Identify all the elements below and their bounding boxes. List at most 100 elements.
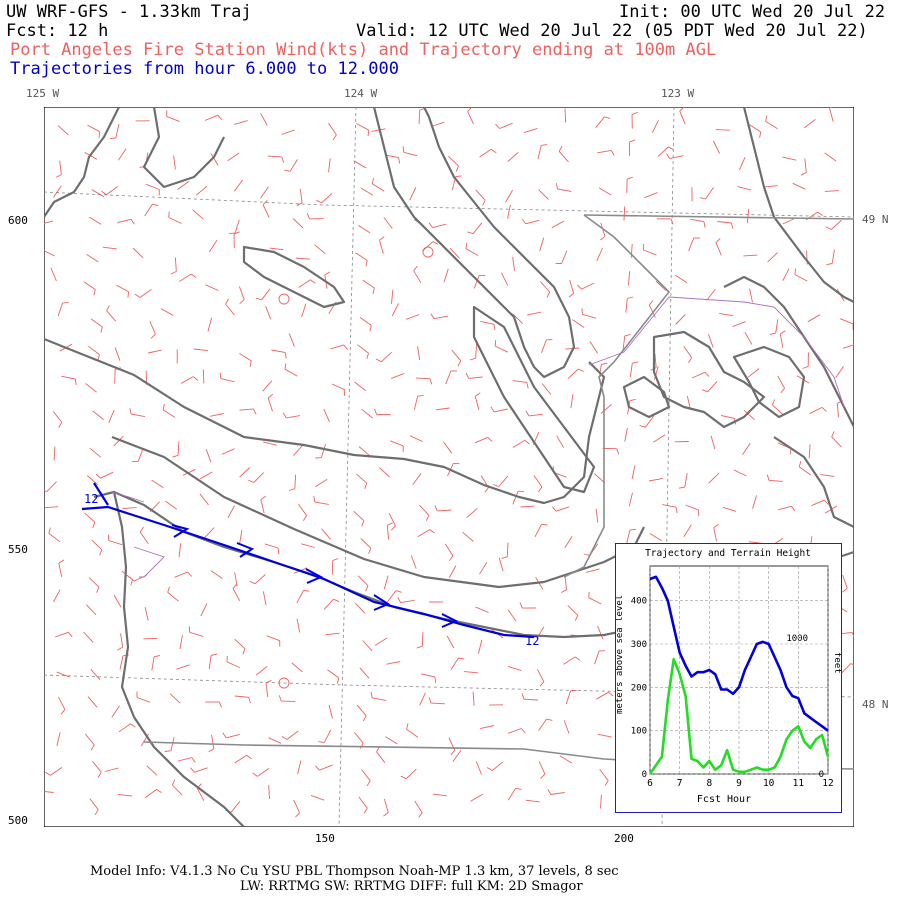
wind-barb [713,527,718,542]
trajectory-start-label: 12 [84,492,99,506]
wind-barb [444,543,454,556]
wind-barb [144,204,153,217]
wind-barb-flag [306,213,311,220]
wind-barb [675,314,686,325]
wind-barb-flag [484,487,489,493]
inset-xlabel: Fcst Hour [697,794,751,805]
wind-barb [775,319,779,334]
wind-barb [596,691,609,700]
wind-barb [472,691,475,706]
wind-barb-flag [668,146,674,151]
wind-barb [409,187,417,201]
wind-barb [708,334,714,348]
wind-barb [358,225,371,234]
wind-barb [111,705,120,718]
wind-barb [595,116,605,128]
wind-barb [679,110,686,125]
trajectory-arrows [171,524,459,628]
wind-barb [361,769,371,781]
wind-barb [167,592,179,602]
wind-barb-flag [60,709,66,715]
wind-barb [720,414,735,419]
wind-barb [106,186,119,195]
wind-barb-flag [578,368,584,373]
wind-barb [707,381,718,393]
wind-barb [743,254,758,257]
wind-barb [537,145,542,160]
wind-barb [90,318,103,328]
wind-barb-flag [190,273,197,278]
wind-barb [779,333,784,348]
wind-barb [405,314,420,320]
wind-barb [561,250,568,264]
wind-barb [628,271,631,286]
wind-barb-flag [95,473,101,479]
wind-barb [559,755,573,764]
wind-barb-flag [432,241,439,245]
wind-barb-flag [284,363,287,370]
wind-barb [86,253,99,263]
wind-barb [44,250,55,257]
wind-barb-flag [101,190,107,195]
wind-barb [262,591,267,606]
wind-barb-flag [546,718,553,721]
wind-barb-flag [284,352,287,359]
wind-barb [684,473,688,488]
wind-barb [589,341,598,354]
wind-barb-flag [97,354,100,361]
wind-barb [266,635,280,642]
wind-barb [193,348,208,352]
wind-barb [498,475,509,487]
wind-barb-flag [780,330,786,335]
wind-barb [56,671,70,678]
wind-barb [506,542,509,557]
wind-barb [315,478,328,488]
wind-barb-flag [851,632,854,637]
wind-barb-flag [44,489,47,493]
wind-barb-flag [242,648,246,655]
wind-barb [599,769,609,781]
wind-barb [600,794,602,809]
wind-barb [747,368,760,378]
wind-barb [207,317,213,332]
inset-ylabel-left: meters above sea level [616,595,625,714]
wind-barb-flag [418,812,423,818]
wind-barb-flag [45,771,51,776]
wind-barb-flag [825,226,832,230]
inset-chart: Trajectory and Terrain Height meters abo… [615,548,842,805]
wind-barb [450,657,459,671]
wind-barb [260,186,269,199]
wind-barb [208,239,218,253]
wind-barb [257,768,270,777]
wind-barb-flag [791,506,796,512]
wind-barb-flag [172,454,179,458]
wind-barb [225,303,235,316]
wind-barb [473,275,480,289]
wind-barb-flag [551,506,557,512]
wind-barb-flag [546,291,551,298]
inset-feet-tick-0: 0 [819,770,824,780]
wind-barb [234,120,248,125]
wind-barb [400,599,415,604]
wind-barb [748,124,761,133]
wind-barb [811,499,825,507]
wind-barb [410,555,417,569]
wind-barb-flag [521,693,525,700]
wind-barb-flag [233,231,240,235]
wind-barb-flag [277,547,280,555]
wind-barb-flag [465,242,468,249]
wind-barb [210,570,223,579]
wind-barb [139,531,149,544]
wind-barb [387,590,397,603]
wind-barb [765,121,778,130]
wind-barb [443,441,453,454]
wind-barb [88,577,100,588]
wind-barb [221,448,235,455]
wind-barb [512,439,526,448]
wind-barb-flag [100,326,103,333]
wind-barb [839,318,854,325]
wind-barb [582,313,597,319]
wind-barb-flag [688,357,693,363]
wind-barb [328,158,331,173]
wind-barb [204,114,218,121]
